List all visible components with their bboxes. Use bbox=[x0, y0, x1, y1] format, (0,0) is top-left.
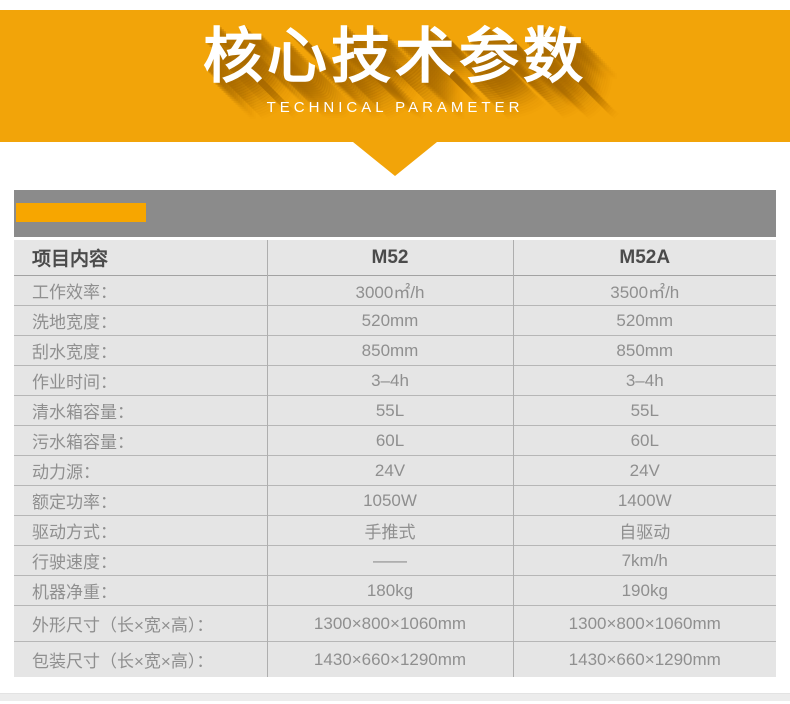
row-value-m52: 3–4h bbox=[266, 365, 513, 396]
table-header-row: 项目内容 M52 M52A bbox=[14, 240, 776, 276]
table-row: 作业时间： 3–4h 3–4h bbox=[14, 365, 776, 396]
row-label: 清水箱容量： bbox=[14, 395, 267, 426]
row-value-m52: —— bbox=[266, 545, 513, 576]
row-label: 工作效率： bbox=[14, 275, 267, 306]
col-header-item-content: 项目内容 bbox=[14, 240, 267, 276]
row-label: 额定功率： bbox=[14, 485, 267, 516]
row-value-m52a: 60L bbox=[512, 425, 776, 456]
row-value-m52: 520mm bbox=[266, 305, 513, 336]
row-label: 洗地宽度： bbox=[14, 305, 267, 336]
row-value-m52a: 1400W bbox=[512, 485, 776, 516]
table-row: 洗地宽度： 520mm 520mm bbox=[14, 305, 776, 336]
row-value-m52: 3000㎡/h bbox=[266, 275, 513, 306]
section-header-bar bbox=[14, 190, 776, 237]
table-row: 驱动方式： 手推式 自驱动 bbox=[14, 515, 776, 546]
table-row: 工作效率： 3000㎡/h 3500㎡/h bbox=[14, 275, 776, 306]
table-row: 额定功率： 1050W 1400W bbox=[14, 485, 776, 516]
banner: 核心技术参数 TECHNICAL PARAMETER bbox=[0, 10, 790, 142]
row-value-m52a: 190kg bbox=[512, 575, 776, 606]
row-label: 行驶速度： bbox=[14, 545, 267, 576]
col-header-m52: M52 bbox=[266, 240, 513, 276]
row-label: 外形尺寸（长×宽×高）： bbox=[14, 605, 267, 642]
banner-subtitle: TECHNICAL PARAMETER bbox=[266, 99, 524, 116]
row-value-m52: 1050W bbox=[266, 485, 513, 516]
accent-rectangle bbox=[16, 203, 146, 222]
table-row: 清水箱容量： 55L 55L bbox=[14, 395, 776, 426]
row-value-m52a: 3500㎡/h bbox=[512, 275, 776, 306]
row-value-m52a: 3–4h bbox=[512, 365, 776, 396]
row-value-m52: 60L bbox=[266, 425, 513, 456]
row-label: 刮水宽度： bbox=[14, 335, 267, 366]
next-section-edge bbox=[0, 693, 790, 701]
row-value-m52: 850mm bbox=[266, 335, 513, 366]
table-row: 行驶速度： —— 7km/h bbox=[14, 545, 776, 576]
spec-table: 项目内容 M52 M52A 工作效率： 3000㎡/h 3500㎡/h 洗地宽度： 52… bbox=[14, 240, 776, 677]
row-value-m52: 55L bbox=[266, 395, 513, 426]
row-value-m52: 1430×660×1290mm bbox=[266, 641, 513, 677]
banner-title: 核心技术参数 bbox=[203, 23, 587, 90]
row-label: 包装尺寸（长×宽×高）： bbox=[14, 641, 267, 677]
row-value-m52: 180kg bbox=[266, 575, 513, 606]
table-row: 污水箱容量： 60L 60L bbox=[14, 425, 776, 456]
row-value-m52a: 1300×800×1060mm bbox=[512, 605, 776, 642]
row-label: 污水箱容量： bbox=[14, 425, 267, 456]
table-row: 机器净重： 180kg 190kg bbox=[14, 575, 776, 606]
row-value-m52a: 1430×660×1290mm bbox=[512, 641, 776, 677]
row-value-m52a: 自驱动 bbox=[512, 515, 776, 546]
row-value-m52: 手推式 bbox=[266, 515, 513, 546]
row-value-m52: 1300×800×1060mm bbox=[266, 605, 513, 642]
row-label: 驱动方式： bbox=[14, 515, 267, 546]
table-row: 包装尺寸（长×宽×高）： 1430×660×1290mm 1430×660×1290… bbox=[14, 641, 776, 677]
row-value-m52a: 55L bbox=[512, 395, 776, 426]
row-value-m52a: 850mm bbox=[512, 335, 776, 366]
row-value-m52a: 520mm bbox=[512, 305, 776, 336]
row-label: 机器净重： bbox=[14, 575, 267, 606]
banner-arrow-down-icon bbox=[353, 142, 437, 176]
col-header-m52a: M52A bbox=[512, 240, 776, 276]
table-row: 动力源： 24V 24V bbox=[14, 455, 776, 486]
row-value-m52a: 7km/h bbox=[512, 545, 776, 576]
row-value-m52: 24V bbox=[266, 455, 513, 486]
table-row: 刮水宽度： 850mm 850mm bbox=[14, 335, 776, 366]
row-label: 作业时间： bbox=[14, 365, 267, 396]
table-row: 外形尺寸（长×宽×高）： 1300×800×1060mm 1300×800×1060… bbox=[14, 605, 776, 642]
row-value-m52a: 24V bbox=[512, 455, 776, 486]
row-label: 动力源： bbox=[14, 455, 267, 486]
